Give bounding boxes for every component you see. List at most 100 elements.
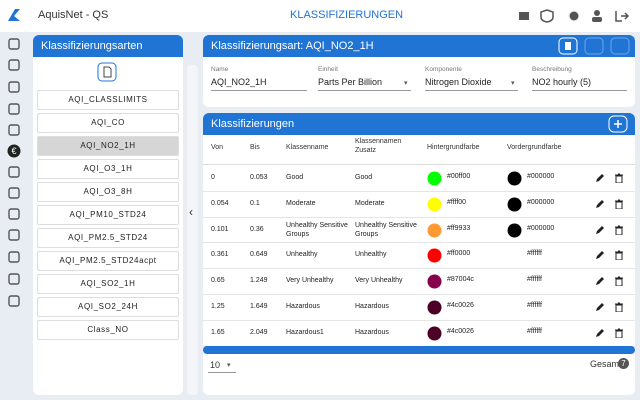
column-header: Klassenname — [286, 144, 329, 151]
nav-icon[interactable] — [7, 294, 21, 308]
page-size-underline — [208, 372, 236, 373]
field-arrow[interactable]: ▾ — [404, 80, 408, 87]
color-swatch — [507, 326, 522, 341]
cell: 0.053 — [250, 174, 268, 181]
field-label: Komponente — [425, 66, 462, 73]
field-label: Name — [211, 66, 229, 73]
field-underline — [532, 90, 627, 91]
collapse-arrow[interactable]: ‹ — [189, 205, 193, 219]
delete-button[interactable] — [614, 276, 624, 287]
edit-button[interactable] — [595, 328, 605, 338]
field-value[interactable]: NO2 hourly (5) — [532, 77, 592, 87]
cell: Unhealthy — [286, 251, 318, 259]
nav-icon[interactable] — [7, 272, 21, 286]
detail-header: Klassifizierungsart: AQI_NO2_1H — [203, 35, 635, 57]
list-item[interactable]: AQI_PM10_STD24 — [37, 205, 179, 225]
list-item[interactable]: AQI_O3_8H — [37, 182, 179, 202]
list-item-label[interactable]: AQI_O3_1H — [83, 164, 133, 173]
svg-text:€: € — [11, 146, 16, 156]
detail-title: Klassifizierungsart: AQI_NO2_1H — [211, 40, 374, 52]
color-swatch — [427, 223, 442, 238]
delete-button[interactable] — [614, 328, 624, 338]
list-item[interactable]: AQI_SO2_24H — [37, 297, 179, 317]
list-item-label[interactable]: AQI_SO2_1H — [80, 279, 136, 288]
list-item[interactable]: AQI_SO2_1H — [37, 274, 179, 294]
edit-button[interactable] — [595, 250, 605, 260]
edit-button[interactable] — [595, 173, 605, 183]
delete-button[interactable] — [614, 250, 624, 261]
list-item[interactable]: Class_NO — [37, 320, 179, 340]
field-value[interactable]: AQI_NO2_1H — [211, 77, 267, 87]
nav-rail: € — [0, 32, 28, 400]
list-item-label[interactable]: AQI_O3_8H — [83, 187, 133, 196]
column-header: Hintergrundfarbe — [427, 144, 480, 151]
list-item-label[interactable]: AQI_PM2.5_STD24acpt — [59, 256, 157, 265]
top-icons[interactable] — [518, 9, 634, 23]
list-item-label[interactable]: AQI_CLASSLIMITS — [68, 95, 148, 104]
color-code: #ff9933 — [447, 224, 471, 232]
field-underline — [318, 90, 411, 91]
list-item[interactable]: AQI_CLASSLIMITS — [37, 90, 179, 110]
row-divider — [203, 216, 635, 218]
delete-button[interactable] — [614, 199, 624, 209]
color-code: #000000 — [527, 173, 555, 180]
edit-button[interactable] — [595, 302, 605, 312]
nav-icon[interactable] — [7, 207, 21, 221]
color-swatch — [427, 248, 442, 263]
export-button[interactable] — [97, 62, 117, 82]
nav-icon[interactable] — [7, 228, 21, 242]
list-item-label[interactable]: AQI_PM2.5_STD24 — [68, 233, 148, 242]
edit-button[interactable] — [595, 225, 605, 235]
color-swatch — [427, 274, 442, 289]
delete-button[interactable] — [614, 173, 624, 183]
cell: 2.049 — [250, 328, 268, 336]
delete-button[interactable] — [614, 225, 624, 235]
cell: 0.101 — [211, 225, 229, 233]
collapse-strip[interactable]: ‹ — [187, 65, 198, 395]
color-swatch — [507, 300, 522, 315]
list-item[interactable]: AQI_PM2.5_STD24 — [37, 228, 179, 248]
logo — [8, 9, 20, 21]
field-value[interactable]: Nitrogen Dioxide — [425, 77, 492, 87]
list-item[interactable]: AQI_NO2_1H — [37, 136, 179, 156]
list-item-label[interactable]: AQI_NO2_1H — [80, 141, 136, 150]
list-item-label[interactable]: AQI_CO — [91, 118, 125, 127]
nav-icon[interactable]: € — [7, 144, 21, 158]
delete-button[interactable] — [614, 302, 624, 312]
table-title: Klassifizierungen — [211, 118, 295, 130]
cell: Good — [355, 174, 373, 181]
nav-icon[interactable] — [7, 123, 21, 137]
list-item-label[interactable]: AQI_PM10_STD24 — [69, 210, 147, 219]
color-code: #87004c — [447, 276, 474, 284]
list-item-label[interactable]: AQI_SO2_24H — [78, 302, 138, 311]
table: Von Bis Klassenname Klassennamen Zusatz Hint… — [203, 135, 635, 355]
nav-icon[interactable] — [7, 80, 21, 94]
nav-icon[interactable] — [7, 250, 21, 264]
edit-button[interactable] — [595, 199, 605, 209]
color-code: #ffffff — [527, 302, 542, 309]
add-button[interactable] — [608, 115, 628, 133]
total-label: Gesamt — [590, 359, 622, 369]
edit-button[interactable] — [595, 276, 605, 286]
nav-icon[interactable] — [7, 102, 21, 116]
list-item-label[interactable]: Class_NO — [87, 325, 129, 334]
list-item[interactable]: AQI_PM2.5_STD24acpt — [37, 251, 179, 271]
cell: 0.65 — [211, 277, 225, 285]
color-swatch — [427, 197, 442, 212]
page-size-arrow[interactable]: ▾ — [227, 362, 231, 369]
nav-icon[interactable] — [7, 186, 21, 200]
list-item[interactable]: AQI_O3_1H — [37, 159, 179, 179]
detail-actions[interactable] — [558, 37, 630, 55]
scrollbar[interactable] — [203, 346, 635, 354]
nav-icon[interactable] — [7, 165, 21, 179]
field-arrow[interactable]: ▾ — [511, 80, 515, 87]
page-size[interactable]: 10 — [210, 360, 221, 370]
row-divider — [203, 242, 635, 244]
nav-icon[interactable] — [7, 58, 21, 72]
field-value[interactable]: Parts Per Billion — [318, 77, 383, 87]
list-item[interactable]: AQI_CO — [37, 113, 179, 133]
color-code: #4c0026 — [447, 327, 474, 335]
list-header: Klassifizierungsarten — [33, 35, 183, 57]
color-swatch — [507, 274, 522, 289]
nav-icon[interactable] — [7, 37, 21, 51]
